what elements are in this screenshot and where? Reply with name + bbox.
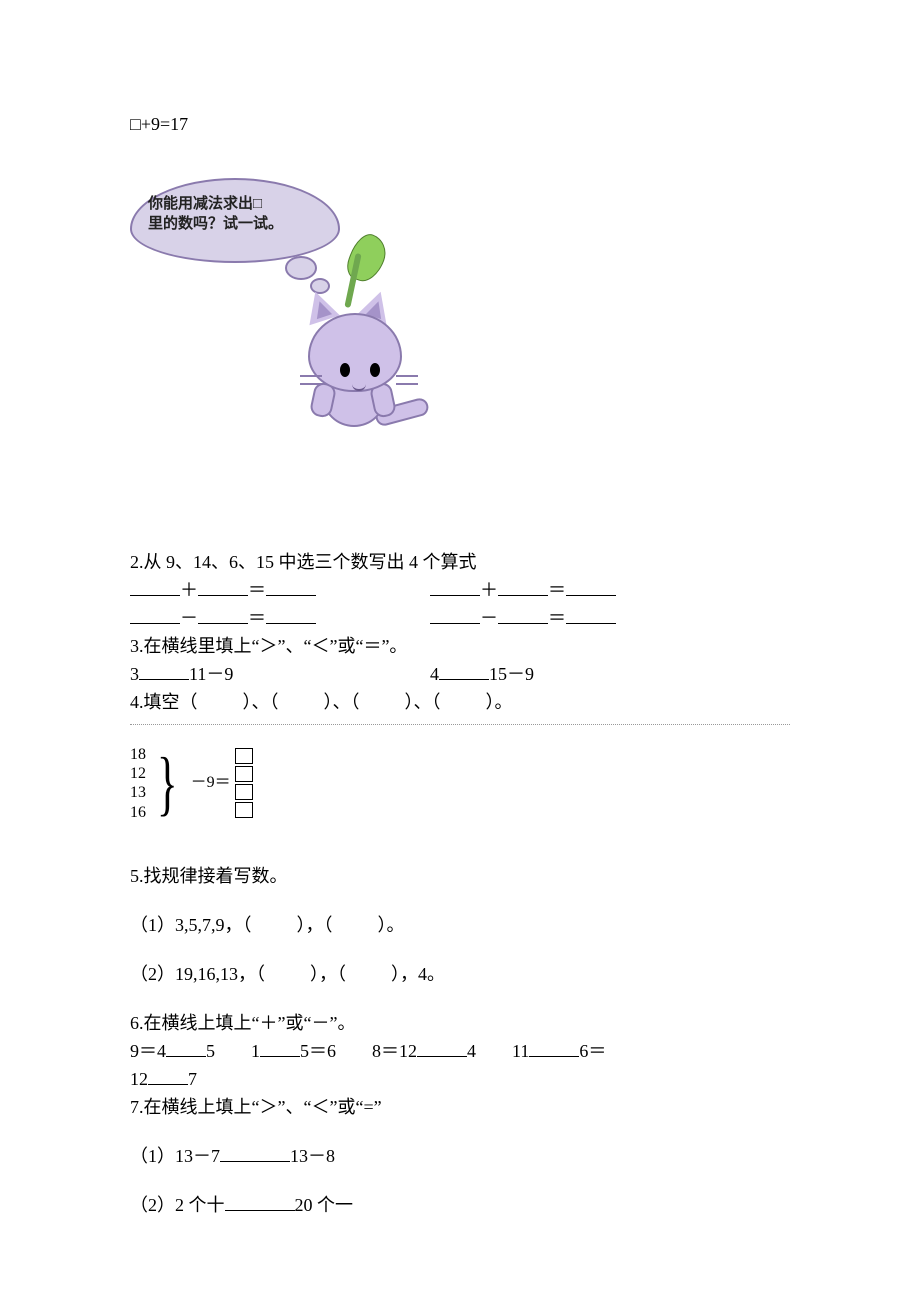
- q5-line1: （1）3,5,7,9，（ ），（ ）。: [130, 912, 790, 939]
- q2-line2: － ＝ － ＝: [130, 605, 790, 632]
- answer-box[interactable]: [235, 784, 253, 800]
- q4-figure: 18 12 13 16 } －9＝: [130, 745, 790, 822]
- equals-sign: ＝: [248, 580, 266, 600]
- q6-prompt: 6.在横线上填上“＋”或“－”。: [130, 1010, 790, 1037]
- q4-text: 4.填空（: [130, 692, 198, 712]
- q3-right-b: 15－9: [489, 664, 534, 684]
- q4-text: ）。: [486, 692, 513, 712]
- blank[interactable]: [260, 1038, 300, 1057]
- answer-box[interactable]: [235, 748, 253, 764]
- q7-text: 20 个一: [295, 1195, 354, 1215]
- blank[interactable]: [498, 577, 548, 596]
- q6-text: 5: [206, 1041, 215, 1061]
- q4-num: 16: [130, 803, 146, 822]
- q4-boxes: [235, 748, 253, 818]
- q5-text: ），（: [297, 915, 333, 935]
- cat-illustration: 你能用减法求出□ 里的数吗？试一试。: [130, 178, 420, 438]
- thought-bubble: 你能用减法求出□ 里的数吗？试一试。: [130, 178, 340, 263]
- plus-sign: ＋: [180, 580, 198, 600]
- blank[interactable]: [566, 605, 616, 624]
- bubble-line2: 里的数吗？试一试。: [148, 215, 283, 232]
- q4-prompt: 4.填空（ ）、（ ）、（ ）、（ ）。: [130, 689, 790, 716]
- q6-text: 11: [512, 1041, 529, 1061]
- blank[interactable]: [148, 1066, 188, 1085]
- blank[interactable]: [439, 661, 489, 680]
- q6-text: 6＝: [579, 1041, 606, 1061]
- q5-text: ），4。: [391, 964, 445, 984]
- q5-prompt: 5.找规律接着写数。: [130, 863, 790, 890]
- q4-text: ）、（: [405, 692, 441, 712]
- q7-line1: （1）13－7 13－8: [130, 1143, 790, 1170]
- q6-line2: 12 7: [130, 1066, 790, 1093]
- q3-left-a: 3: [130, 664, 139, 684]
- blank[interactable]: [139, 661, 189, 680]
- q6-text: 12: [130, 1069, 148, 1089]
- bubble-dot: [285, 256, 317, 280]
- plus-sign: ＋: [480, 580, 498, 600]
- q5-line2: （2）19,16,13，（ ），（ ），4。: [130, 961, 790, 988]
- q5-text: ），（: [310, 964, 346, 984]
- q3-right-a: 4: [430, 664, 439, 684]
- q1-equation: □+9=17: [130, 111, 790, 138]
- q7-prompt: 7.在横线上填上“＞”、“＜”或“=”: [130, 1094, 790, 1121]
- q7-text: （1）13－7: [130, 1146, 220, 1166]
- q6-line: 9＝4 5 1 5＝6 8＝12 4 11 6＝: [130, 1038, 790, 1065]
- blank[interactable]: [529, 1038, 579, 1057]
- q7-line2: （2）2 个十 20 个一: [130, 1192, 790, 1219]
- q4-text: ）、（: [324, 692, 360, 712]
- q4-num: 13: [130, 783, 146, 802]
- blank[interactable]: [430, 577, 480, 596]
- blank[interactable]: [430, 605, 480, 624]
- q5-text: ）。: [378, 915, 405, 935]
- q2-prompt: 2.从 9、14、6、15 中选三个数写出 4 个算式: [130, 549, 790, 576]
- q4-nums: 18 12 13 16: [130, 745, 146, 822]
- blank[interactable]: [220, 1143, 290, 1162]
- bubble-line1: 你能用减法求出□: [148, 195, 262, 212]
- q3-prompt: 3.在横线里填上“＞”、“＜”或“＝”。: [130, 633, 790, 660]
- q4-text: ）、（: [243, 692, 279, 712]
- q4-num: 18: [130, 745, 146, 764]
- q3-line: 3 11－9 4 15－9: [130, 661, 790, 688]
- blank[interactable]: [417, 1038, 467, 1057]
- q6-text: 7: [188, 1069, 197, 1089]
- q6-text: 4: [467, 1041, 476, 1061]
- q2-line1: ＋ ＝ ＋ ＝: [130, 577, 790, 604]
- equals-sign: ＝: [548, 608, 566, 628]
- worksheet-page: □+9=17 你能用减法求出□ 里的数吗？试一试。 2.从 9、14、6、15 …: [0, 0, 920, 1302]
- blank[interactable]: [266, 577, 316, 596]
- blank[interactable]: [198, 605, 248, 624]
- q4-num: 12: [130, 764, 146, 783]
- answer-box[interactable]: [235, 802, 253, 818]
- blank[interactable]: [130, 605, 180, 624]
- blank[interactable]: [166, 1038, 206, 1057]
- brace-icon: }: [157, 748, 178, 818]
- q5-text: （1）3,5,7,9，（: [130, 915, 252, 935]
- blank[interactable]: [266, 605, 316, 624]
- q6-text: 9＝4: [130, 1041, 166, 1061]
- q4-expr: －9＝: [191, 771, 231, 795]
- equals-sign: ＝: [248, 608, 266, 628]
- q6-text: 1: [251, 1041, 260, 1061]
- q6-text: 5＝6: [300, 1041, 336, 1061]
- cat-body: [300, 293, 405, 428]
- q7-text: 13－8: [290, 1146, 335, 1166]
- minus-sign: －: [480, 608, 498, 628]
- q5-text: （2）19,16,13，（: [130, 964, 265, 984]
- blank[interactable]: [225, 1192, 295, 1211]
- blank[interactable]: [130, 577, 180, 596]
- divider: [130, 724, 790, 725]
- q7-text: （2）2 个十: [130, 1195, 225, 1215]
- blank[interactable]: [498, 605, 548, 624]
- equals-sign: ＝: [548, 580, 566, 600]
- answer-box[interactable]: [235, 766, 253, 782]
- q3-left-b: 11－9: [189, 664, 233, 684]
- minus-sign: －: [180, 608, 198, 628]
- blank[interactable]: [566, 577, 616, 596]
- blank[interactable]: [198, 577, 248, 596]
- q6-text: 8＝12: [372, 1041, 417, 1061]
